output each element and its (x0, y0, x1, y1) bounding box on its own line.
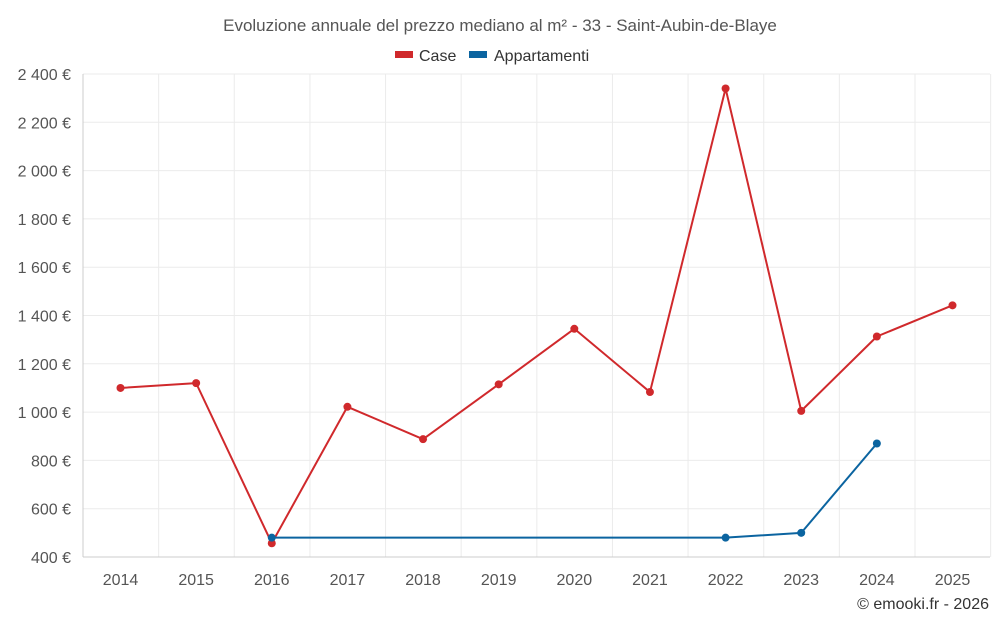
y-tick-label: 1 600 € (18, 260, 71, 277)
data-point-case (419, 435, 428, 444)
x-tick-label: 2019 (481, 572, 517, 589)
data-point-case (872, 332, 881, 341)
y-tick-label: 400 € (31, 550, 71, 567)
y-tick-label: 1 800 € (18, 212, 71, 229)
x-tick-label: 2022 (708, 572, 744, 589)
legend: Case Appartamenti (395, 48, 589, 65)
gridlines (82, 73, 992, 557)
data-point-case (948, 301, 957, 310)
legend-item-case[interactable]: Case (395, 48, 456, 65)
data-point-appartamenti (721, 533, 730, 542)
series-line-appartamenti (271, 442, 878, 539)
x-tick-label: 2016 (254, 572, 290, 589)
data-point-appartamenti (797, 528, 806, 537)
y-tick-label: 2 200 € (18, 115, 71, 132)
legend-label-case: Case (419, 48, 456, 65)
x-tick-label: 2015 (178, 572, 214, 589)
data-point-case (645, 388, 654, 397)
legend-item-appartamenti[interactable]: Appartamenti (469, 48, 589, 65)
y-tick-label: 1 200 € (18, 357, 71, 374)
x-tick-label: 2020 (557, 572, 593, 589)
axes: 400 € 600 € 800 € 1 000 € 1 200 € 1 400 € 1 60… (18, 67, 990, 589)
series (116, 84, 957, 548)
data-point-case (721, 84, 730, 93)
y-tick-label: 2 400 € (18, 67, 71, 84)
x-tick-label: 2014 (103, 572, 139, 589)
data-point-case (192, 379, 201, 388)
legend-swatch-case (395, 51, 413, 58)
data-point-case (343, 402, 352, 411)
legend-swatch-appartamenti (469, 51, 487, 58)
x-tick-label: 2023 (783, 572, 819, 589)
y-tick-label: 600 € (31, 502, 71, 519)
data-point-appartamenti (267, 533, 276, 542)
data-point-case (570, 324, 579, 333)
x-tick-label: 2021 (632, 572, 668, 589)
credit-text: © emooki.fr - 2026 (857, 596, 989, 613)
x-tick-label: 2018 (405, 572, 441, 589)
data-point-appartamenti (872, 439, 881, 448)
data-point-case (494, 380, 503, 389)
y-tick-label: 1 400 € (18, 309, 71, 326)
x-tick-label: 2017 (330, 572, 366, 589)
legend-label-appartamenti: Appartamenti (494, 48, 589, 65)
x-tick-label: 2024 (859, 572, 895, 589)
y-tick-label: 1 000 € (18, 405, 71, 422)
series-line-case (120, 87, 953, 545)
x-tick-label: 2025 (935, 572, 971, 589)
data-point-case (267, 539, 276, 548)
y-tick-label: 2 000 € (18, 164, 71, 181)
data-point-case (116, 383, 125, 392)
y-tick-label: 800 € (31, 453, 71, 470)
data-point-case (797, 406, 806, 415)
chart-title: Evoluzione annuale del prezzo mediano al… (223, 16, 777, 35)
